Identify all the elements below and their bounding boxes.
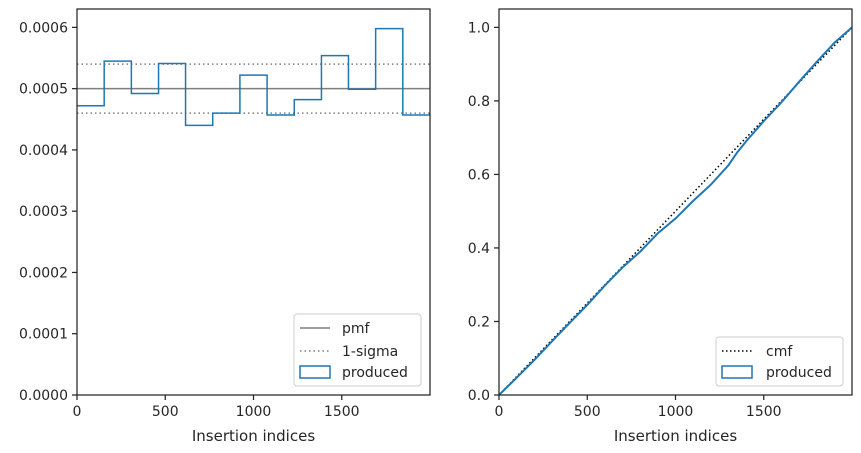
histogram-bin [213,113,240,395]
cmf-x-tick-label: 500 [574,404,601,420]
cmf-y-tick-label: 0.4 [468,241,490,257]
cmf-x-tick-label: 1000 [658,404,694,420]
legend-label-produced: produced [342,365,408,381]
histogram-bin [131,94,158,395]
cmf-y-tick-label: 0.8 [468,94,490,110]
pmf-x-tick-label: 500 [152,404,179,420]
legend-label-produced-cmf: produced [766,365,832,381]
pmf-x-axis-label: Insertion indices [192,427,315,445]
cmf-marks [498,26,853,396]
histogram-bin [267,115,294,395]
pmf-x-tick-label: 1500 [324,404,360,420]
cmf-y-tick-label: 0.6 [468,167,490,183]
cmf-ticks: 0.0 0.2 0.4 0.6 0.8 1.0 0 500 1000 1500 [468,20,782,420]
series-produced-step [77,27,430,127]
pmf-x-tick-label: 1000 [236,404,272,420]
pmf-legend: pmf 1-sigma produced [293,313,422,387]
legend-swatch-produced-cmf [721,365,753,379]
legend-label-cmf: cmf [766,344,793,360]
legend-label-1-sigma: 1-sigma [342,344,398,360]
pmf-y-tick-label: 0.0002 [19,265,68,281]
pmf-y-tick-label: 0.0005 [19,82,68,98]
cmf-x-tick-label: 0 [495,404,504,420]
histogram-bin [104,61,131,395]
pmf-y-tick-label: 0.0001 [19,327,68,343]
cmf-x-axis-label: Insertion indices [614,427,737,445]
pmf-x-tick-label: 0 [73,404,82,420]
cmf-legend-box [715,336,844,387]
pmf-ticks: 0.0000 0.0001 0.0002 0.0003 0.0004 0.0005 0.00… [19,20,360,420]
cmf-y-tick-label: 0.2 [468,314,490,330]
histogram-bin [186,125,213,395]
cmf-x-tick-label: 1500 [746,404,782,420]
legend-label-pmf: pmf [342,321,371,337]
pmf-marks [77,27,430,395]
cmf-legend: cmf produced [715,336,844,387]
cmf-panel: 0.0 0.2 0.4 0.6 0.8 1.0 0 500 1000 1500 Insertion… [468,8,853,445]
pmf-histogram-panel: 0.0000 0.0001 0.0002 0.0003 0.0004 0.0005 0.00… [19,8,431,445]
series-produced-line [498,26,853,396]
pmf-axes-frame [76,8,431,396]
pmf-legend-box [293,313,422,387]
pmf-y-tick-label: 0.0006 [19,20,68,36]
legend-swatch-produced [299,365,331,379]
cmf-y-tick-label: 0.0 [468,388,490,404]
histogram-bin [77,106,104,395]
histogram-bin [240,75,267,395]
cmf-y-tick-label: 1.0 [468,20,490,36]
cmf-axes-frame [498,8,853,396]
pmf-y-tick-label: 0.0000 [19,388,68,404]
pmf-y-tick-label: 0.0004 [19,143,68,159]
pmf-y-tick-label: 0.0003 [19,204,68,220]
